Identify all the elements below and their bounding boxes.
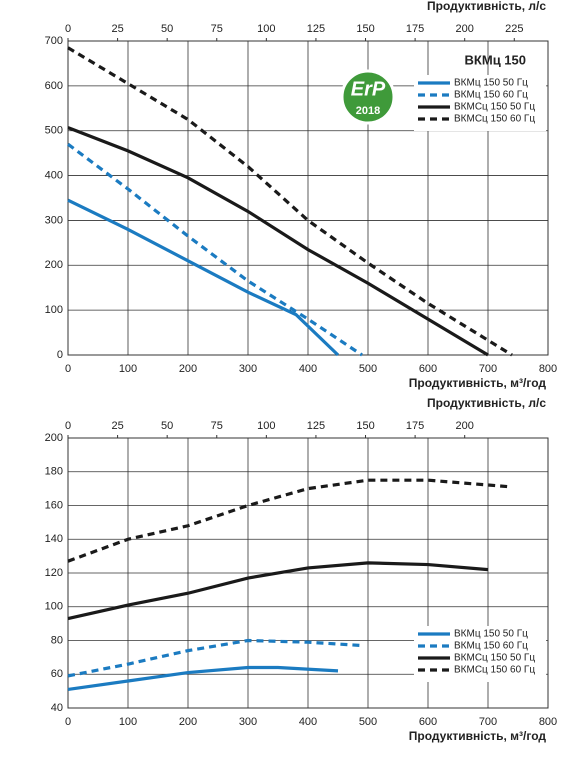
y-tick-label: 80 xyxy=(51,634,63,646)
series-line xyxy=(67,665,339,692)
y-tick-label: 100 xyxy=(45,601,63,613)
x-tick-label: 100 xyxy=(119,716,137,728)
x2-tick-label: 200 xyxy=(456,23,474,35)
series-line xyxy=(67,46,513,357)
series-line xyxy=(67,198,340,357)
x2-tick-label: 150 xyxy=(356,23,374,35)
y-tick-label: 200 xyxy=(45,259,63,271)
series-line xyxy=(67,638,363,678)
legend-label: ВКМц 150 60 Гц xyxy=(454,641,528,652)
x-tick-label: 800 xyxy=(539,363,557,375)
x2-tick-label: 150 xyxy=(356,420,374,432)
x2-tick-label: 75 xyxy=(211,23,223,35)
y-tick-label: 400 xyxy=(45,169,63,181)
series-line xyxy=(67,561,489,621)
badge-text: ErP xyxy=(351,78,386,100)
x-tick-label: 200 xyxy=(179,363,197,375)
x-tick-label: 500 xyxy=(359,363,377,375)
x-tick-label: 400 xyxy=(299,363,317,375)
series-line xyxy=(67,126,489,357)
plot-frame xyxy=(67,40,549,356)
x-tick-label: 400 xyxy=(299,716,317,728)
x-axis-label: Продуктивність, м³/год xyxy=(409,729,547,743)
x2-tick-label: 50 xyxy=(161,23,173,35)
x2-tick-label: 225 xyxy=(505,23,523,35)
x2-tick-label: 175 xyxy=(406,420,424,432)
y-tick-label: 500 xyxy=(45,125,63,137)
series-line xyxy=(67,478,513,563)
x-tick-label: 700 xyxy=(479,716,497,728)
x-tick-label: 200 xyxy=(179,716,197,728)
x-tick-label: 300 xyxy=(239,363,257,375)
badge-year: 2018 xyxy=(356,105,380,117)
y-tick-label: 40 xyxy=(51,702,63,714)
y-tick-label: 160 xyxy=(45,499,63,511)
x2-tick-label: 25 xyxy=(111,23,123,35)
x-axis-label: Продуктивність, м³/год xyxy=(409,376,547,390)
x2-tick-label: 175 xyxy=(406,23,424,35)
legend-label: ВКМСц 150 60 Гц xyxy=(454,665,535,676)
chart-title: ВКМц 150 xyxy=(465,52,526,67)
x-tick-label: 700 xyxy=(479,363,497,375)
y-tick-label: 60 xyxy=(51,668,63,680)
y-tick-label: 0 xyxy=(57,349,63,361)
x2-tick-label: 0 xyxy=(65,23,71,35)
y-tick-label: 700 xyxy=(45,35,63,47)
x2-tick-label: 25 xyxy=(111,420,123,432)
legend-label: ВКМСц 150 50 Гц xyxy=(454,653,535,664)
legend-label: ВКМц 150 60 Гц xyxy=(454,90,528,101)
y-tick-label: 180 xyxy=(45,466,63,478)
legend-label: ВКМц 150 50 Гц xyxy=(454,629,528,640)
x2-tick-label: 125 xyxy=(307,420,325,432)
x-tick-label: 100 xyxy=(119,363,137,375)
y-tick-label: 100 xyxy=(45,304,63,316)
x-tick-label: 500 xyxy=(359,716,377,728)
x-tick-label: 600 xyxy=(419,363,437,375)
legend-label: ВКМц 150 50 Гц xyxy=(454,78,528,89)
x2-tick-label: 100 xyxy=(257,420,275,432)
x-tick-label: 300 xyxy=(239,716,257,728)
y-tick-label: 120 xyxy=(45,567,63,579)
x-tick-label: 600 xyxy=(419,716,437,728)
badge-circle xyxy=(340,69,396,125)
y-tick-label: 600 xyxy=(45,80,63,92)
x-tick-label: 0 xyxy=(65,363,71,375)
x2-axis-label: Продуктивність, л/с xyxy=(427,396,546,410)
y-tick-label: 140 xyxy=(45,533,63,545)
legend-label: ВКМСц 150 60 Гц xyxy=(454,114,535,125)
x-tick-label: 0 xyxy=(65,716,71,728)
x2-tick-label: 125 xyxy=(307,23,325,35)
x2-tick-label: 75 xyxy=(211,420,223,432)
x-tick-label: 800 xyxy=(539,716,557,728)
y-tick-label: 300 xyxy=(45,214,63,226)
legend-label: ВКМСц 150 50 Гц xyxy=(454,102,535,113)
x2-tick-label: 0 xyxy=(65,420,71,432)
y-tick-label: 200 xyxy=(45,432,63,444)
x2-tick-label: 50 xyxy=(161,420,173,432)
plot-frame xyxy=(67,437,549,709)
series-line xyxy=(67,142,363,357)
x2-tick-label: 100 xyxy=(257,23,275,35)
x2-tick-label: 200 xyxy=(456,420,474,432)
x2-axis-label: Продуктивність, л/с xyxy=(427,0,546,13)
